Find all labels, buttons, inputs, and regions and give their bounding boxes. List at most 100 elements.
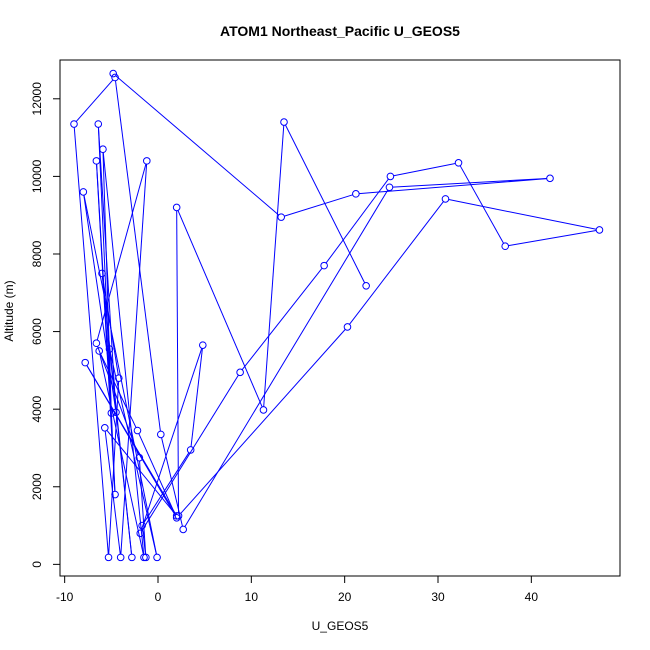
series-segment (393, 162, 456, 177)
data-point (116, 553, 125, 562)
series-segment (75, 79, 114, 122)
series-segment (96, 163, 147, 341)
x-tick-label: 0 (155, 590, 162, 604)
data-point (128, 553, 136, 562)
series-segment (73, 127, 109, 555)
series-segment (142, 528, 146, 555)
y-tick-label: 0 (30, 561, 44, 568)
data-point (70, 120, 78, 128)
y-tick-label: 6000 (30, 318, 44, 345)
data-point (92, 157, 101, 165)
data-point (280, 118, 288, 126)
data-point (199, 341, 207, 349)
data-point (320, 261, 328, 270)
series-segment (325, 178, 389, 264)
data-point (157, 430, 165, 439)
data-point (94, 120, 103, 128)
data-point (135, 453, 144, 462)
x-tick-label: -10 (56, 590, 74, 604)
data-point (112, 408, 120, 417)
series-segment (241, 267, 323, 371)
series-segment (138, 433, 176, 515)
data-point (153, 553, 161, 562)
data-point (99, 145, 107, 154)
data-point (441, 195, 450, 203)
series-segment (508, 230, 597, 247)
data-point (107, 409, 116, 417)
series-segment (99, 354, 144, 555)
data-point (136, 529, 145, 538)
y-tick-label: 8000 (30, 240, 44, 267)
data-point (172, 514, 181, 522)
data-point (595, 226, 604, 234)
data-point (143, 157, 151, 165)
series-segment (177, 210, 263, 408)
data-point (92, 339, 101, 348)
y-tick-label: 12000 (30, 82, 44, 116)
series-segment (359, 178, 547, 195)
x-tick-label: 20 (338, 590, 352, 604)
data-point (546, 174, 554, 183)
data-point (79, 188, 88, 196)
x-axis: -10 0 10 20 30 40 (56, 575, 539, 604)
data-point (109, 69, 117, 78)
data-point (111, 490, 119, 499)
series-segment (349, 201, 444, 325)
data-point (115, 374, 123, 382)
series-segment (184, 189, 389, 527)
x-tick-label: 40 (525, 590, 539, 604)
y-tick-label: 2000 (30, 473, 44, 500)
y-tick-label: 10000 (30, 159, 44, 193)
data-point (386, 172, 395, 181)
data-point (142, 553, 150, 562)
data-point (501, 242, 510, 251)
data-point (174, 512, 183, 520)
series-lines (73, 75, 597, 555)
data-point (105, 345, 114, 353)
data-point (277, 213, 286, 221)
series-segment (102, 152, 112, 410)
data-point (343, 323, 352, 331)
series-segment (140, 348, 203, 531)
y-tick-label: 4000 (30, 396, 44, 423)
data-point (362, 281, 370, 290)
data-point (138, 521, 146, 530)
series-segment (180, 329, 346, 514)
series-segment (96, 164, 112, 410)
data-point (101, 423, 109, 432)
series-segment (120, 164, 148, 555)
data-point (236, 368, 244, 377)
data-point (104, 553, 113, 562)
series-segment (448, 199, 597, 230)
series-segment (284, 194, 353, 217)
series-points (70, 69, 604, 562)
series-segment (190, 348, 203, 447)
data-point (133, 426, 142, 435)
data-point (95, 347, 103, 355)
series-segment (86, 365, 176, 514)
data-point (172, 203, 181, 212)
series-segment (176, 210, 180, 513)
data-point (186, 446, 195, 454)
data-point (111, 73, 119, 82)
data-point (454, 159, 463, 167)
series-segment (263, 125, 285, 407)
series-segment (285, 124, 366, 284)
data-point (179, 525, 187, 534)
y-axis-label: Altitude (m) (2, 280, 16, 341)
chart-title: ATOM1 Northeast_Pacific U_GEOS5 (220, 23, 460, 39)
data-point (259, 406, 268, 414)
series-segment (139, 460, 147, 555)
series-segment (143, 452, 190, 524)
data-point (98, 269, 106, 278)
series-segment (97, 127, 116, 492)
series-segment (102, 152, 145, 555)
data-point (385, 183, 394, 192)
series-segment (115, 75, 280, 216)
series-segment (97, 346, 139, 455)
series-segment (114, 80, 161, 432)
x-axis-label: U_GEOS5 (312, 619, 369, 633)
data-point (81, 358, 89, 367)
